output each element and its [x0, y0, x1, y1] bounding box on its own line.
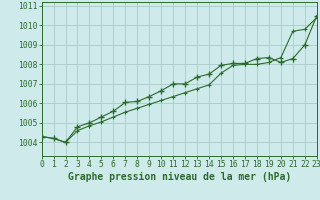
- X-axis label: Graphe pression niveau de la mer (hPa): Graphe pression niveau de la mer (hPa): [68, 172, 291, 182]
